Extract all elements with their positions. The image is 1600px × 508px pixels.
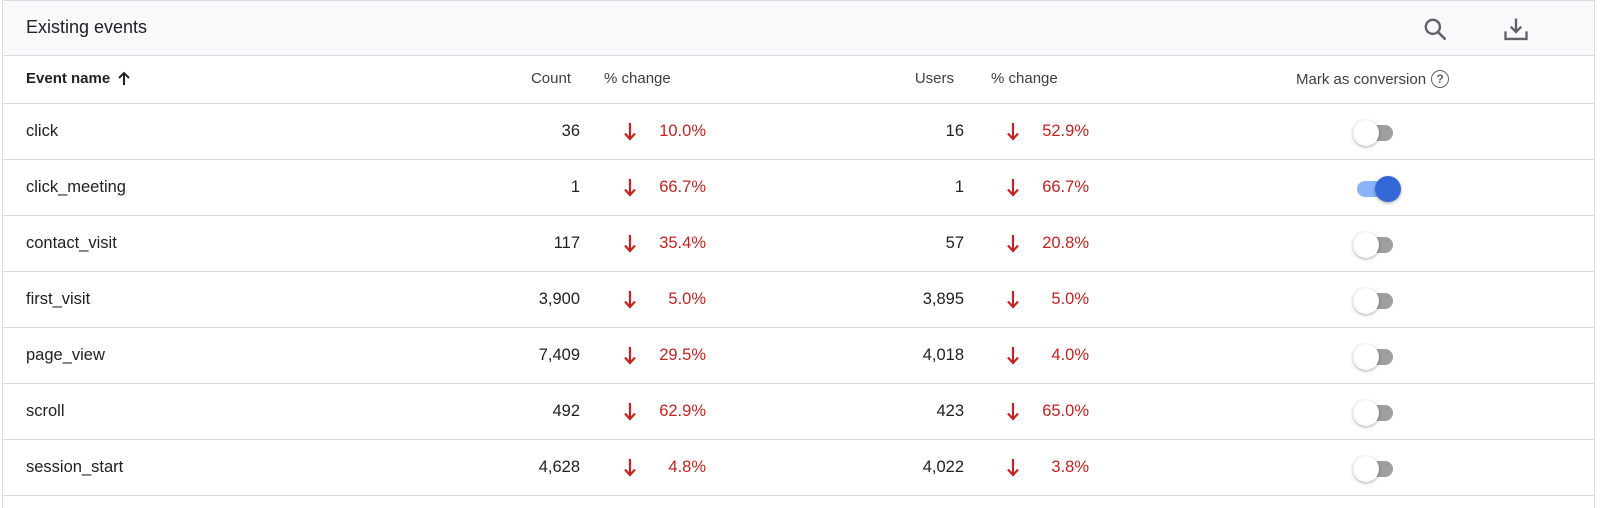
arrow-down-icon bbox=[623, 289, 637, 314]
toggle-knob bbox=[1353, 232, 1379, 258]
arrow-down-icon bbox=[623, 401, 637, 426]
count-change-cell: 35.4% bbox=[659, 234, 706, 252]
event-name-cell: click_meeting bbox=[26, 178, 126, 196]
count-cell: 117 bbox=[553, 234, 580, 252]
count-change-cell: 29.5% bbox=[659, 346, 706, 364]
count-header[interactable]: Count bbox=[530, 70, 571, 87]
mark-as-conversion-label: Mark as conversion bbox=[1296, 70, 1427, 88]
arrow-up-icon bbox=[117, 71, 131, 86]
arrow-down-icon bbox=[623, 345, 637, 370]
users-cell: 57 bbox=[945, 234, 964, 252]
download-button[interactable] bbox=[1499, 12, 1533, 46]
conversion-toggle[interactable] bbox=[1353, 176, 1401, 202]
mark-as-conversion-header: Mark as conversion ? bbox=[1296, 70, 1450, 88]
toggle-knob bbox=[1353, 120, 1379, 146]
arrow-down-icon bbox=[1006, 345, 1020, 370]
toggle-knob bbox=[1353, 344, 1379, 370]
arrow-down-icon bbox=[1006, 233, 1020, 258]
users-change-cell: 4.0% bbox=[1051, 346, 1089, 364]
arrow-down-icon bbox=[623, 121, 637, 146]
table-row: contact_visit 117 35.4% 57 20.8% bbox=[3, 216, 1594, 272]
card-header: Existing events bbox=[3, 1, 1594, 56]
event-name-cell: contact_visit bbox=[26, 234, 117, 252]
table-header: Event name Count % change Users % change… bbox=[3, 56, 1594, 104]
users-cell: 423 bbox=[936, 402, 964, 420]
event-name-cell: session_start bbox=[26, 458, 124, 476]
arrow-down-icon bbox=[1006, 177, 1020, 202]
count-change-cell: 62.9% bbox=[659, 402, 706, 420]
arrow-down-icon bbox=[1006, 457, 1020, 482]
event-name-cell: click bbox=[26, 122, 59, 140]
event-name-header[interactable]: Event name bbox=[26, 70, 131, 87]
users-cell: 4,022 bbox=[922, 458, 964, 476]
arrow-down-icon bbox=[623, 457, 637, 482]
toggle-knob bbox=[1353, 288, 1379, 314]
users-cell: 4,018 bbox=[922, 346, 964, 364]
toggle-knob bbox=[1375, 176, 1401, 202]
table-row: click 36 10.0% 16 52.9% bbox=[3, 104, 1594, 160]
count-cell: 36 bbox=[561, 122, 580, 140]
table-row: page_view 7,409 29.5% 4,018 4.0% bbox=[3, 328, 1594, 384]
users-change-cell: 65.0% bbox=[1042, 402, 1089, 420]
table-row: session_start 4,628 4.8% 4,022 3.8% bbox=[3, 440, 1594, 496]
users-change-cell: 3.8% bbox=[1051, 458, 1089, 476]
count-change-cell: 5.0% bbox=[668, 290, 706, 308]
arrow-down-icon bbox=[1006, 121, 1020, 146]
count-cell: 3,900 bbox=[538, 290, 580, 308]
help-icon[interactable]: ? bbox=[1431, 70, 1450, 88]
count-cell: 7,409 bbox=[538, 346, 580, 364]
event-name-header-label: Event name bbox=[26, 70, 111, 87]
arrow-down-icon bbox=[623, 233, 637, 258]
conversion-toggle[interactable] bbox=[1353, 344, 1401, 370]
users-cell: 3,895 bbox=[922, 290, 964, 308]
download-icon bbox=[1504, 18, 1528, 41]
table-row: scroll 492 62.9% 423 65.0% bbox=[3, 384, 1594, 440]
table-row: click_meeting 1 66.7% 1 66.7% bbox=[3, 160, 1594, 216]
count-change-cell: 4.8% bbox=[668, 458, 706, 476]
search-icon bbox=[1424, 18, 1447, 41]
users-cell: 16 bbox=[945, 122, 964, 140]
conversion-toggle[interactable] bbox=[1353, 120, 1401, 146]
arrow-down-icon bbox=[1006, 289, 1020, 314]
count-cell: 1 bbox=[570, 178, 580, 196]
count-change-cell: 66.7% bbox=[659, 178, 706, 196]
arrow-down-icon bbox=[1006, 401, 1020, 426]
event-name-cell: first_visit bbox=[26, 290, 91, 308]
search-button[interactable] bbox=[1418, 12, 1452, 46]
event-name-cell: scroll bbox=[26, 402, 65, 420]
users-change-cell: 66.7% bbox=[1042, 178, 1089, 196]
users-change-cell: 5.0% bbox=[1051, 290, 1089, 308]
card-title: Existing events bbox=[26, 17, 148, 37]
table-row: first_visit 3,900 5.0% 3,895 5.0% bbox=[3, 272, 1594, 328]
event-name-cell: page_view bbox=[26, 346, 105, 364]
toggle-knob bbox=[1353, 400, 1379, 426]
count-change-cell: 10.0% bbox=[659, 122, 706, 140]
users-header[interactable]: Users bbox=[914, 70, 954, 87]
conversion-toggle[interactable] bbox=[1353, 232, 1401, 258]
count-cell: 492 bbox=[552, 402, 580, 420]
conversion-toggle[interactable] bbox=[1353, 400, 1401, 426]
users-change-header[interactable]: % change bbox=[991, 70, 1058, 87]
users-change-cell: 20.8% bbox=[1042, 234, 1089, 252]
conversion-toggle[interactable] bbox=[1353, 456, 1401, 482]
arrow-down-icon bbox=[623, 177, 637, 202]
toggle-knob bbox=[1353, 456, 1379, 482]
count-change-header[interactable]: % change bbox=[604, 70, 671, 87]
users-cell: 1 bbox=[954, 178, 964, 196]
count-cell: 4,628 bbox=[538, 458, 580, 476]
users-change-cell: 52.9% bbox=[1042, 122, 1089, 140]
table-body: click 36 10.0% 16 52.9% click_meeting 1 bbox=[3, 104, 1594, 496]
conversion-toggle[interactable] bbox=[1353, 288, 1401, 314]
